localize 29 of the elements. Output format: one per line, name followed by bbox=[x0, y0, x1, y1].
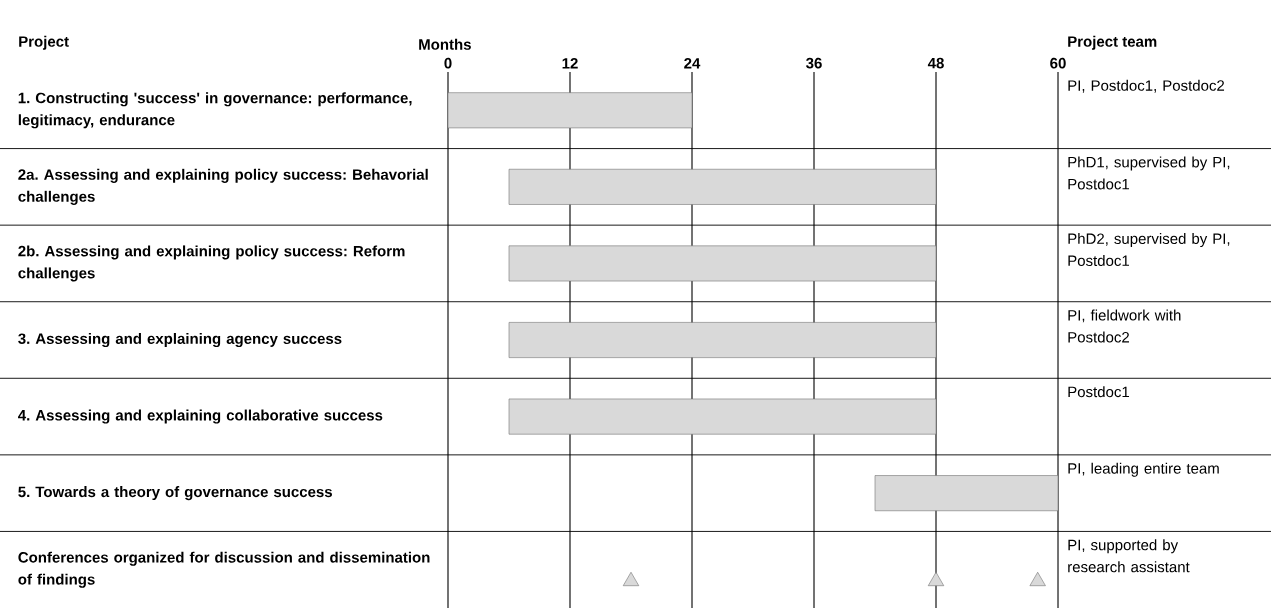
y2-axis-title: Project team bbox=[1068, 35, 1157, 50]
y-tick-label: 3. Assessing and explaining agency success bbox=[18, 332, 342, 348]
text: PI, leading entire team bbox=[1068, 462, 1219, 477]
x-tick-label: 12 bbox=[562, 58, 578, 69]
x-tick-label: 24 bbox=[684, 58, 701, 69]
bar bbox=[874, 475, 1059, 512]
y-tick-label: 2b. Assessing and explaining policy success: Reform challenges bbox=[18, 245, 405, 282]
y-tick-label: 4. Assessing and explaining collaborative success bbox=[18, 409, 383, 424]
text: Postdoc1 bbox=[1068, 386, 1130, 398]
bar bbox=[508, 245, 937, 282]
text: PI, fieldwork with Postdoc2 bbox=[1068, 309, 1181, 343]
x-tick-label: 60 bbox=[1050, 57, 1066, 69]
y-tick-label: 5. Towards a theory of governance success bbox=[18, 486, 332, 501]
bar bbox=[508, 322, 937, 358]
x-axis-title: Months bbox=[419, 38, 471, 50]
x-tick-label: 36 bbox=[806, 57, 822, 69]
text: PhD1, supervised by PI, Postdoc1 bbox=[1068, 156, 1230, 190]
y-axis-title: Project bbox=[19, 35, 69, 50]
text: PI, supported by research assistant bbox=[1068, 539, 1190, 573]
bar bbox=[508, 398, 937, 435]
bar bbox=[508, 168, 937, 205]
y-tick-label: 1. Constructing 'success' in governance: performance, legitimacy, endurance bbox=[18, 92, 412, 129]
text: PhD2, supervised by PI, Postdoc1 bbox=[1068, 232, 1230, 267]
x-tick-label: 48 bbox=[927, 57, 944, 69]
y-tick-label: 2a. Assessing and explaining policy success: Behavorial challenges bbox=[18, 168, 428, 205]
bar bbox=[447, 92, 693, 129]
text: PI, Postdoc1, Postdoc2 bbox=[1068, 79, 1225, 93]
x-tick-label: 0 bbox=[444, 57, 452, 69]
y-tick-label: Conferences organized for discussion and dissemination of findings bbox=[18, 551, 430, 588]
